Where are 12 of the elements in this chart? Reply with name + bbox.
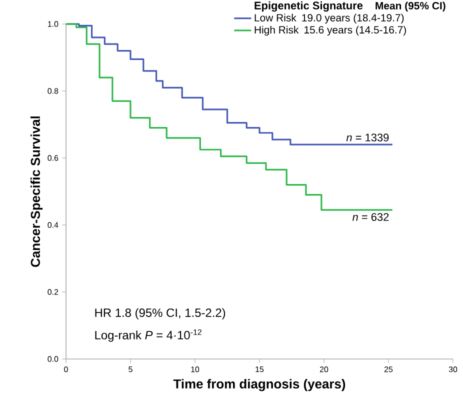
annotation: n = 632 [352, 213, 389, 221]
annotation: HR 1.8 (95% CI, 1.5-2.2) [95, 308, 226, 320]
y-axis-title: Cancer-Specific Survival [30, 116, 43, 267]
text: 19.0 years (18.4-19.7) [302, 14, 404, 24]
legend-label: High Risk [254, 26, 299, 36]
annotation: Log-rank P = 4·10$^{-12}$ [95, 329, 202, 342]
annotation: n = 1339 [346, 134, 389, 142]
x-axis-title: Time from diagnosis (years) [173, 378, 346, 392]
legend-title: Epigenetic Signature [254, 1, 363, 12]
text: Mean (95% CI) [376, 2, 446, 12]
legend-label: Low Risk [254, 14, 296, 22]
annotation: 15.6 years (14.5-16.7) [304, 26, 406, 36]
